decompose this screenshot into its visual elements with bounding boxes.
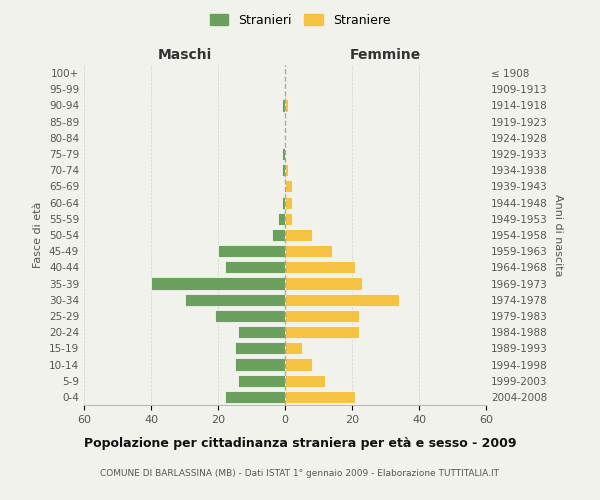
Text: Maschi: Maschi [157,48,212,62]
Y-axis label: Anni di nascita: Anni di nascita [553,194,563,276]
Bar [285,278,362,289]
Text: Popolazione per cittadinanza straniera per età e sesso - 2009: Popolazione per cittadinanza straniera p… [84,438,516,450]
Bar [285,164,289,176]
Bar [281,196,285,208]
Text: Femmine: Femmine [350,48,421,62]
Bar [285,245,332,258]
Bar [235,342,285,354]
Bar [285,262,355,274]
Bar [238,326,285,338]
Bar [285,358,312,370]
Bar [215,310,285,322]
Bar [285,196,292,208]
Legend: Stranieri, Straniere: Stranieri, Straniere [205,8,395,32]
Bar [278,212,285,225]
Bar [285,326,359,338]
Bar [285,212,292,225]
Bar [285,100,289,112]
Bar [285,342,302,354]
Bar [281,164,285,176]
Bar [272,229,285,241]
Bar [281,100,285,112]
Bar [285,229,312,241]
Bar [285,180,292,192]
Bar [218,245,285,258]
Bar [238,374,285,387]
Bar [285,391,355,403]
Text: COMUNE DI BARLASSINA (MB) - Dati ISTAT 1° gennaio 2009 - Elaborazione TUTTITALIA: COMUNE DI BARLASSINA (MB) - Dati ISTAT 1… [101,468,499,477]
Bar [235,358,285,370]
Bar [281,148,285,160]
Bar [151,278,285,289]
Bar [285,310,359,322]
Bar [285,374,325,387]
Y-axis label: Fasce di età: Fasce di età [34,202,43,268]
Bar [185,294,285,306]
Bar [225,391,285,403]
Bar [285,294,399,306]
Bar [225,262,285,274]
